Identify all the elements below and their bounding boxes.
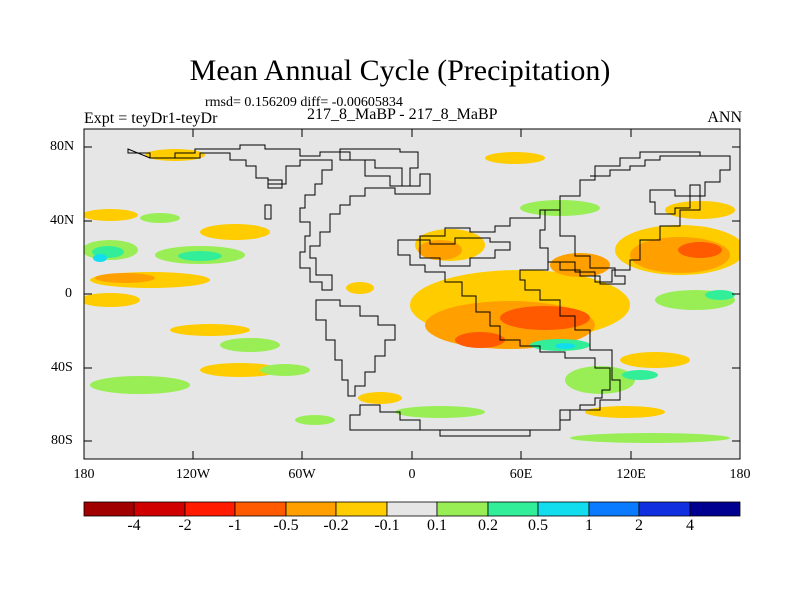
- colorbar-box: [487, 501, 539, 517]
- anomaly-patch: [178, 251, 222, 261]
- rmsd-diff-stats: rmsd= 0.156209 diff= -0.00605834: [205, 95, 403, 110]
- coastline-south-america: [315, 299, 396, 397]
- coastline-arctic-asia: [590, 155, 700, 177]
- lat-label-0: 0: [65, 286, 72, 301]
- anomaly-patch: [93, 254, 107, 262]
- anomaly-patch: [395, 406, 485, 418]
- longitude-ticks: [83, 129, 741, 459]
- lon-label-180e: 180: [729, 467, 751, 482]
- lat-label-40s: 40S: [51, 360, 73, 375]
- lat-label-80s: 80S: [51, 433, 73, 448]
- colorbar-box: [588, 501, 640, 517]
- map-background: [84, 129, 740, 459]
- season-label: ANN: [707, 109, 742, 126]
- colorbar-label: -4: [127, 517, 141, 534]
- colorbar-label: 0.1: [427, 517, 447, 534]
- coastline-greenland: [339, 148, 419, 187]
- colorbar: [83, 501, 741, 517]
- lon-label-180w: 180: [73, 467, 95, 482]
- colorbar-label: 0.2: [478, 517, 498, 534]
- lon-label-0: 0: [408, 467, 416, 482]
- anomaly-patch: [295, 415, 335, 425]
- colorbar-box: [234, 501, 287, 517]
- anomaly-patch: [140, 213, 180, 223]
- anomaly-patch: [620, 352, 690, 368]
- anomaly-patch: [220, 338, 280, 352]
- colorbar-box: [133, 501, 186, 517]
- colorbar-box: [436, 501, 489, 517]
- colorbar-label: 1: [585, 517, 593, 534]
- colorbar-label: -2: [178, 517, 192, 534]
- colorbar-box: [184, 501, 236, 517]
- colorbar-label: 0.5: [528, 517, 548, 534]
- anomaly-patch: [585, 406, 665, 418]
- anomaly-patch: [358, 392, 402, 404]
- anomaly-patch: [200, 224, 270, 240]
- anomaly-patch: [455, 332, 505, 348]
- coastline-inner-basin: [419, 237, 511, 267]
- anomaly-patch: [622, 370, 658, 380]
- anomaly-patch: [418, 240, 462, 260]
- colorbar-box: [285, 501, 337, 517]
- lon-label-120w: 120W: [175, 467, 211, 482]
- anomaly-patch: [95, 273, 155, 283]
- lon-label-120e: 120E: [616, 467, 646, 482]
- colorbar-label: 4: [686, 517, 694, 534]
- lat-label-80n: 80N: [50, 139, 75, 154]
- anomaly-patch: [200, 363, 280, 377]
- colorbar-box: [638, 501, 691, 517]
- colorbar-label: 2: [635, 517, 643, 534]
- coastline-east-asia: [649, 184, 701, 215]
- chart-title: Mean Annual Cycle (Precipitation): [189, 54, 611, 87]
- anomaly-patch: [84, 293, 140, 307]
- colorbar-label: -0.5: [273, 517, 299, 534]
- anomaly-patch: [570, 433, 730, 443]
- coastline-island: [264, 204, 272, 220]
- colorbar-box: [689, 501, 741, 517]
- anomaly-patch: [565, 366, 635, 394]
- lon-label-60e: 60E: [509, 467, 533, 482]
- colorbar-label: -1: [228, 517, 242, 534]
- anomaly-patch: [485, 152, 545, 164]
- coastline-island: [267, 179, 283, 189]
- case-label: 217_8_MaBP - 217_8_MaBP: [307, 106, 498, 123]
- anomaly-patch: [346, 282, 374, 294]
- colorbar-label: -0.1: [374, 517, 400, 534]
- coastline-north-america: [127, 144, 431, 291]
- colorbar-label: -0.2: [323, 517, 349, 534]
- colorbar-box: [386, 501, 438, 517]
- anomaly-patch: [260, 364, 310, 376]
- anomaly-patch: [555, 343, 575, 349]
- anomaly-patch: [500, 306, 590, 330]
- experiment-label: Expt = teyDr1-teyDr: [84, 110, 218, 127]
- colorbar-box: [335, 501, 388, 517]
- anomaly-patch: [170, 324, 250, 336]
- colorbar-box: [537, 501, 590, 517]
- anomaly-patch: [678, 242, 722, 258]
- coastline-africa-eurasia: [349, 151, 731, 437]
- anomaly-patch: [705, 290, 735, 300]
- colorbar-box: [83, 501, 135, 517]
- anomaly-patch: [84, 209, 138, 221]
- anomaly-patch: [550, 253, 610, 277]
- precipitation-anomaly-field: [84, 144, 740, 443]
- latitude-ticks: [84, 146, 740, 442]
- coastline-australia: [539, 209, 626, 285]
- lat-label-40n: 40N: [50, 213, 75, 228]
- continent-outlines: [127, 144, 731, 437]
- lon-label-60w: 60W: [288, 467, 316, 482]
- anomaly-patch: [90, 376, 190, 394]
